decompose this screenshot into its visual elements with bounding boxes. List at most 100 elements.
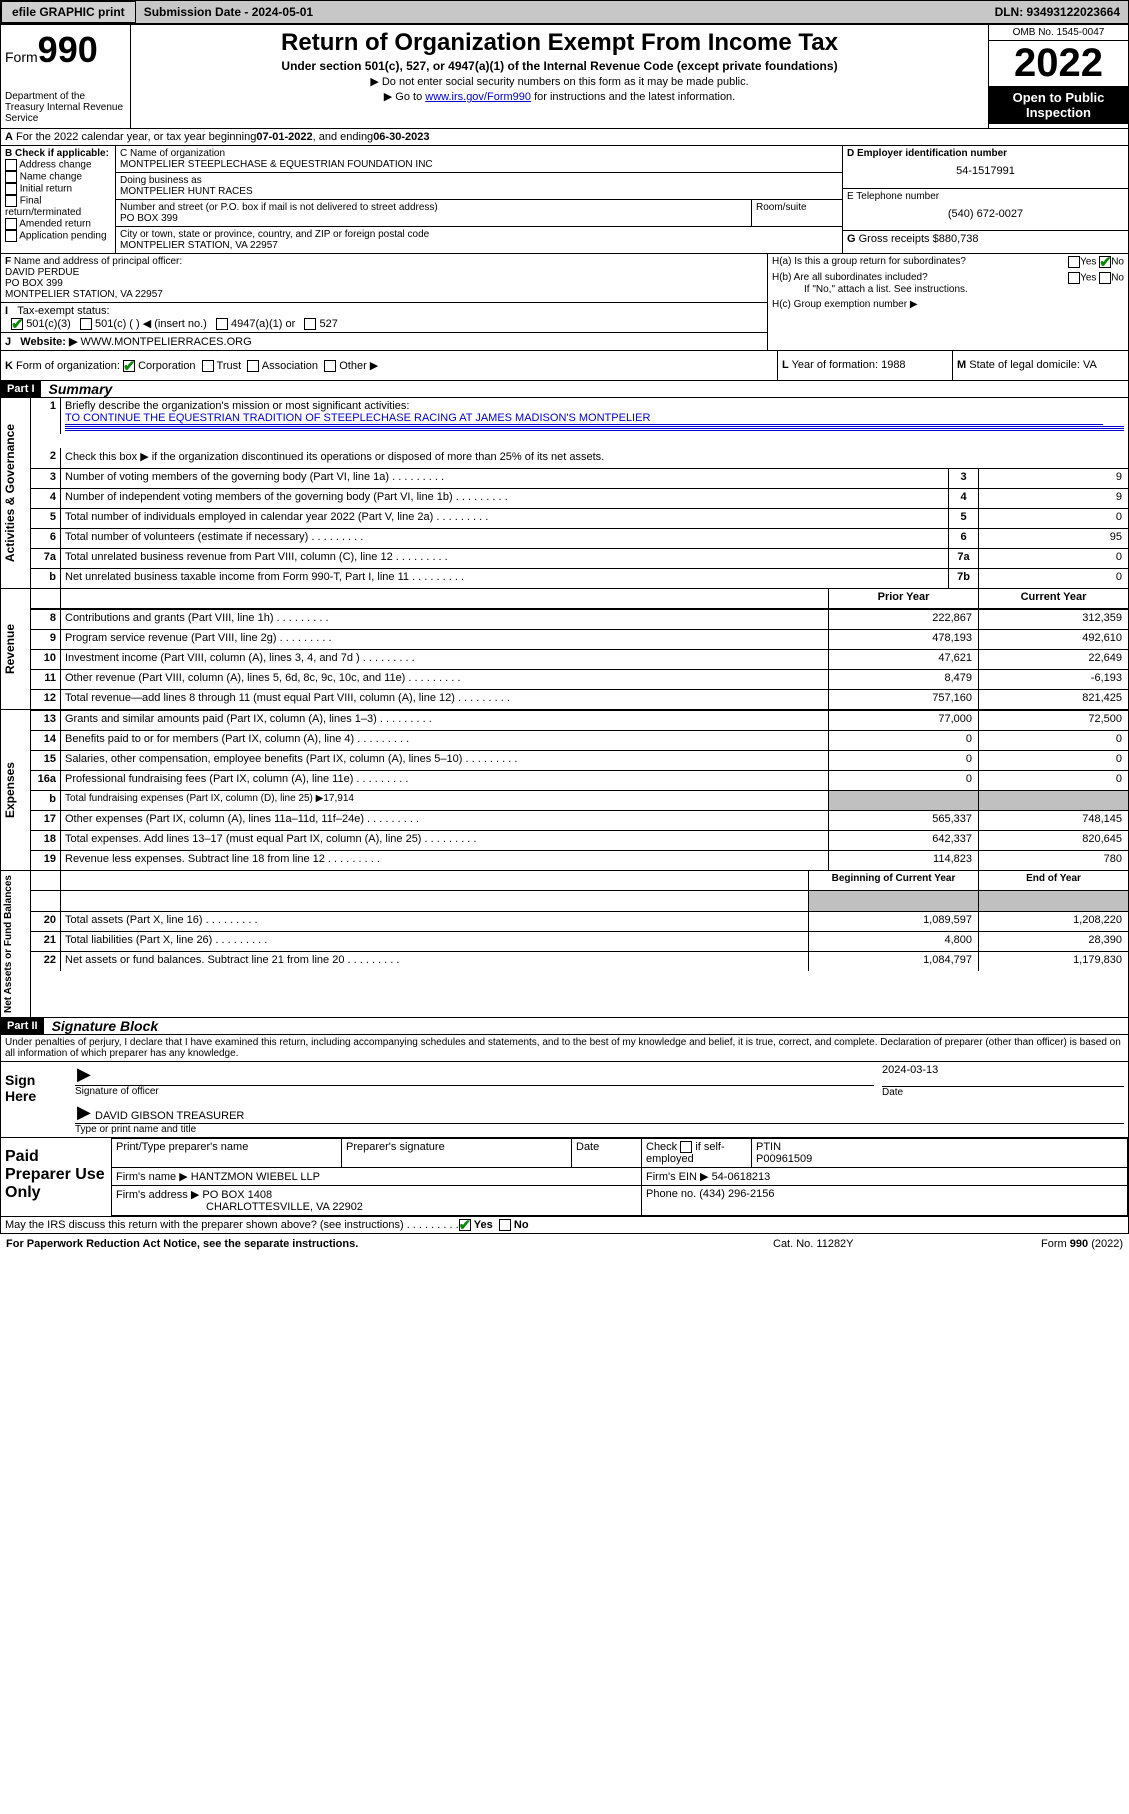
prior-val: 8,479 [828,670,978,689]
prior-val: 4,800 [808,932,978,951]
other-checkbox[interactable] [324,360,336,372]
expenses-block: Expenses 13Grants and similar amounts pa… [0,709,1129,870]
prior-val: 1,089,597 [808,912,978,931]
d-label: D Employer identification number [847,148,1124,159]
form-subtitle: Under section 501(c), 527, or 4947(a)(1)… [135,59,984,73]
prior-val: 77,000 [828,711,978,730]
prior-val: 0 [828,731,978,750]
firm-name: HANTZMON WIEBEL LLP [191,1171,320,1183]
current-val: 1,179,830 [978,952,1128,971]
ag-val: 0 [978,569,1128,588]
form-header: Form990 Department of the Treasury Inter… [0,24,1129,129]
line-a: A For the 2022 calendar year, or tax yea… [0,129,1129,146]
current-val: 821,425 [978,690,1128,709]
initial-return-checkbox[interactable] [5,183,17,195]
ag-val: 0 [978,549,1128,568]
part2-label: Part II [1,1018,44,1034]
b-label: B Check if applicable: [5,148,111,159]
firm-city: CHARLOTTESVILLE, VA 22902 [116,1201,363,1213]
current-val: 748,145 [978,811,1128,830]
final-return-checkbox[interactable] [5,195,17,207]
form-title: Return of Organization Exempt From Incom… [135,29,984,57]
name-change-checkbox[interactable] [5,171,17,183]
discuss-no-checkbox[interactable] [499,1219,511,1231]
ha-yes-checkbox[interactable] [1068,256,1080,268]
note-1: Do not enter social security numbers on … [382,76,749,88]
prior-val: 0 [828,771,978,790]
officer-name: DAVID PERDUE [5,267,79,278]
signature-arrow-icon: ▶ [77,1064,91,1085]
prior-val: 0 [828,751,978,770]
officer-name-title: DAVID GIBSON TREASURER [95,1110,244,1122]
firm-ein: 54-0618213 [712,1171,771,1183]
officer-addr2: MONTPELIER STATION, VA 22957 [5,289,163,300]
dba-name: MONTPELIER HUNT RACES [120,186,838,197]
ag-val: 9 [978,489,1128,508]
part2-title: Signature Block [44,1018,159,1034]
irs-link[interactable]: www.irs.gov/Form990 [425,91,531,103]
4947-checkbox[interactable] [216,318,228,330]
prior-val: 222,867 [828,610,978,629]
part1-title: Summary [41,381,113,397]
address-change-checkbox[interactable] [5,159,17,171]
tax-year: 2022 [989,41,1128,86]
open-inspection: Open to Public Inspection [989,86,1128,124]
section-klm: K Form of organization: Corporation Trus… [0,351,1129,381]
dept-label: Department of the Treasury Internal Reve… [5,91,126,124]
note-2a: Go to [395,91,425,103]
section-fhi: F Name and address of principal officer:… [0,254,1129,351]
officer-addr1: PO BOX 399 [5,278,63,289]
form-number: 990 [38,29,98,70]
prior-val: 642,337 [828,831,978,850]
current-val: 0 [978,771,1128,790]
revenue-block: Revenue Prior Year Current Year 8Contrib… [0,589,1129,709]
firm-phone: (434) 296-2156 [699,1188,774,1200]
sign-date: 2024-03-13 [882,1064,1124,1086]
ag-val: 95 [978,529,1128,548]
city: MONTPELIER STATION, VA 22957 [120,240,838,251]
ag-val: 9 [978,469,1128,488]
discuss-row: May the IRS discuss this return with the… [0,1217,1129,1234]
year-formation: 1988 [881,359,905,371]
assoc-checkbox[interactable] [247,360,259,372]
room-label: Room/suite [752,200,842,226]
dba-label: Doing business as [120,175,838,186]
current-val: 1,208,220 [978,912,1128,931]
street-label: Number and street (or P.O. box if mail i… [120,202,747,213]
website: WWW.MONTPELIERRACES.ORG [81,336,252,348]
current-val: 72,500 [978,711,1128,730]
application-pending-checkbox[interactable] [5,230,17,242]
top-bar: efile GRAPHIC print Submission Date - 20… [0,0,1129,24]
527-checkbox[interactable] [304,318,316,330]
amended-return-checkbox[interactable] [5,218,17,230]
hb-yes-checkbox[interactable] [1068,272,1080,284]
prior-val: 114,823 [828,851,978,870]
self-employed-checkbox[interactable] [680,1141,692,1153]
gross-receipts: 880,738 [939,233,979,245]
ptin: P00961509 [756,1153,1123,1165]
mission-text: TO CONTINUE THE EQUESTRIAN TRADITION OF … [65,412,1103,425]
current-val: 780 [978,851,1128,870]
section-bcd: B Check if applicable: Address change Na… [0,146,1129,254]
efile-print-button[interactable]: efile GRAPHIC print [1,1,136,23]
firm-addr: PO BOX 1408 [202,1189,272,1201]
corp-checkbox[interactable] [123,360,135,372]
current-val: 22,649 [978,650,1128,669]
state-domicile: VA [1083,359,1097,371]
current-val: 0 [978,731,1128,750]
hb-no-checkbox[interactable] [1099,272,1111,284]
form-label: Form [5,49,38,65]
netassets-block: Net Assets or Fund Balances Beginning of… [0,870,1129,1018]
paid-preparer-block: Paid Preparer Use Only Print/Type prepar… [0,1138,1129,1217]
501c3-checkbox[interactable] [11,318,23,330]
prior-val: 1,084,797 [808,952,978,971]
trust-checkbox[interactable] [202,360,214,372]
submission-date: Submission Date - 2024-05-01 [136,2,321,22]
discuss-yes-checkbox[interactable] [459,1219,471,1231]
name-arrow-icon: ▶ [77,1102,91,1123]
501c-checkbox[interactable] [80,318,92,330]
current-val: 492,610 [978,630,1128,649]
prior-val: 47,621 [828,650,978,669]
ha-no-checkbox[interactable] [1099,256,1111,268]
ein: 54-1517991 [847,159,1124,177]
